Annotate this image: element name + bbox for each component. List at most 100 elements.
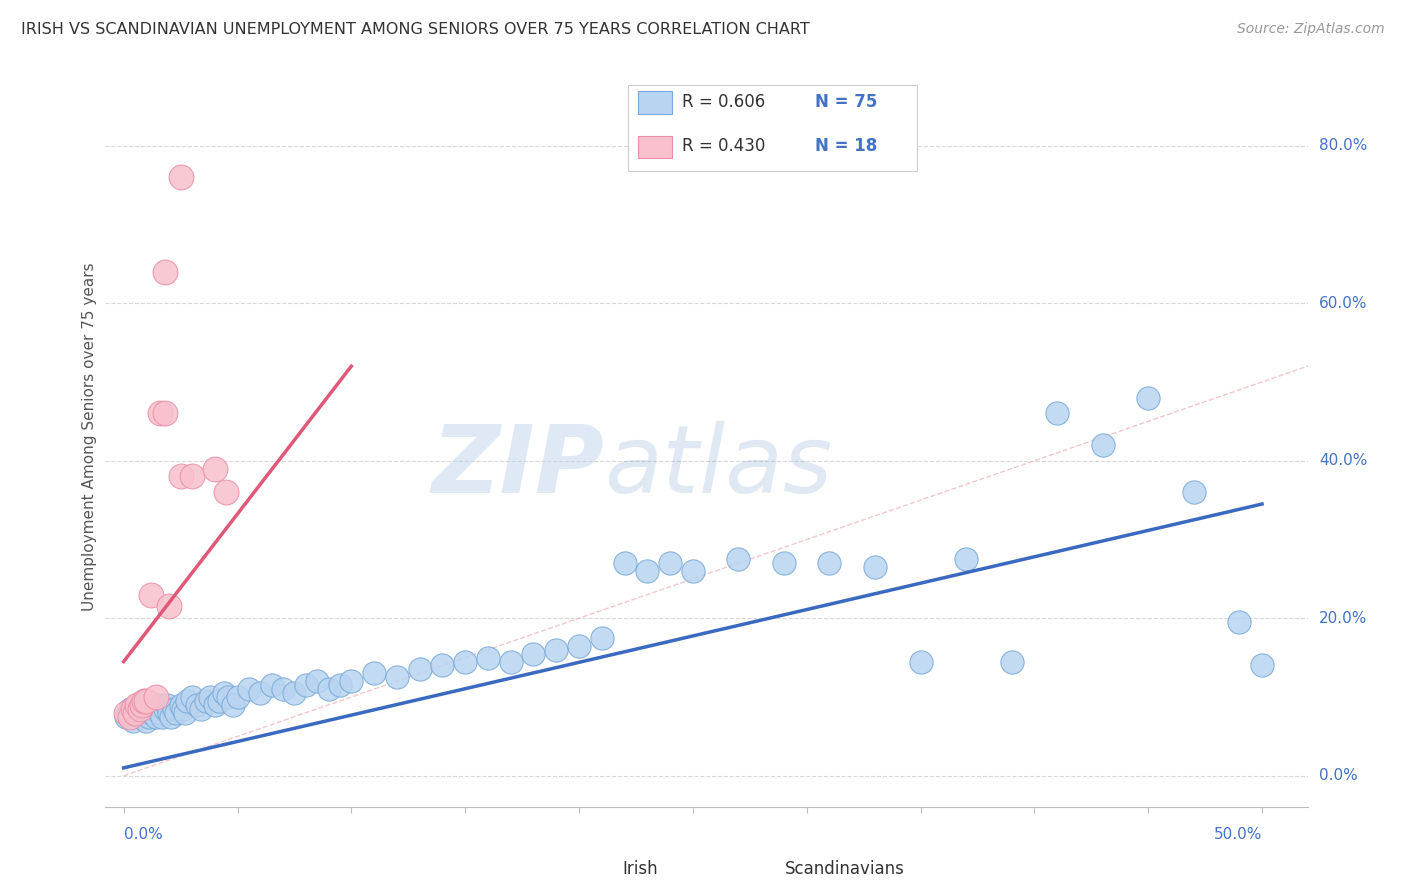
Text: Irish: Irish: [623, 860, 658, 878]
Point: [863, 560, 886, 574]
Point: [1251, 658, 1274, 673]
Point: [329, 678, 352, 692]
Point: [120, 702, 142, 716]
Text: IRISH VS SCANDINAVIAN UNEMPLOYMENT AMONG SENIORS OVER 75 YEARS CORRELATION CHART: IRISH VS SCANDINAVIAN UNEMPLOYMENT AMONG…: [21, 22, 810, 37]
Point: [145, 709, 167, 723]
Point: [157, 706, 180, 720]
Point: [283, 686, 305, 700]
Point: [363, 666, 385, 681]
Point: [190, 702, 212, 716]
Point: [212, 686, 235, 700]
Point: [139, 706, 162, 720]
Point: [194, 694, 217, 708]
Point: [134, 706, 156, 720]
Point: [128, 702, 150, 716]
Text: R = 0.430: R = 0.430: [682, 137, 766, 155]
Point: [139, 588, 162, 602]
Point: [1137, 391, 1160, 405]
Point: [226, 690, 249, 704]
Text: ZIP: ZIP: [432, 421, 605, 513]
Point: [1182, 485, 1205, 500]
Point: [215, 485, 238, 500]
Point: [134, 694, 156, 708]
Text: 80.0%: 80.0%: [1319, 138, 1368, 153]
Point: [153, 702, 176, 716]
Point: [153, 265, 176, 279]
Point: [146, 698, 169, 712]
Text: atlas: atlas: [605, 421, 832, 512]
Point: [165, 706, 187, 720]
Point: [128, 709, 150, 723]
Point: [181, 690, 204, 704]
Point: [142, 702, 165, 716]
Point: [307, 674, 329, 689]
Point: [204, 698, 226, 712]
Point: [145, 690, 167, 704]
Point: [169, 469, 191, 483]
Text: 50.0%: 50.0%: [1213, 827, 1263, 842]
Point: [120, 709, 142, 723]
Point: [385, 670, 408, 684]
Point: [636, 564, 658, 578]
Text: 0.0%: 0.0%: [124, 827, 163, 842]
Point: [222, 698, 245, 712]
Point: [153, 407, 176, 421]
Point: [454, 655, 477, 669]
Point: [1091, 438, 1114, 452]
Point: [613, 556, 636, 570]
Point: [238, 682, 260, 697]
Point: [149, 706, 172, 720]
Point: [186, 698, 208, 712]
FancyBboxPatch shape: [628, 86, 917, 170]
FancyBboxPatch shape: [581, 857, 614, 881]
Point: [955, 552, 977, 566]
FancyBboxPatch shape: [742, 857, 776, 881]
Point: [198, 690, 221, 704]
Point: [172, 702, 194, 716]
Point: [818, 556, 841, 570]
Point: [727, 552, 749, 566]
Point: [138, 709, 160, 723]
Point: [160, 709, 183, 723]
Point: [157, 599, 180, 614]
Point: [127, 698, 149, 712]
Point: [659, 556, 682, 570]
Point: [340, 674, 363, 689]
Point: [1000, 655, 1022, 669]
Point: [910, 655, 932, 669]
Point: [169, 170, 191, 185]
Point: [682, 564, 704, 578]
Point: [522, 647, 544, 661]
Point: [115, 706, 138, 720]
Point: [271, 682, 294, 697]
Point: [591, 631, 613, 645]
Text: Source: ZipAtlas.com: Source: ZipAtlas.com: [1237, 22, 1385, 37]
Point: [150, 709, 173, 723]
Point: [135, 694, 157, 708]
Point: [169, 698, 191, 712]
Text: 60.0%: 60.0%: [1319, 295, 1368, 310]
Text: N = 75: N = 75: [814, 93, 877, 111]
Text: 0.0%: 0.0%: [1319, 768, 1358, 783]
Point: [121, 714, 143, 728]
Point: [131, 698, 153, 712]
Point: [174, 706, 197, 720]
Text: R = 0.606: R = 0.606: [682, 93, 766, 111]
Text: N = 18: N = 18: [814, 137, 877, 155]
Point: [499, 655, 522, 669]
Point: [773, 556, 796, 570]
Point: [124, 706, 146, 720]
Point: [318, 682, 340, 697]
Point: [408, 662, 430, 676]
Point: [1227, 615, 1250, 630]
Point: [477, 650, 499, 665]
FancyBboxPatch shape: [638, 91, 672, 113]
Point: [294, 678, 316, 692]
Point: [546, 642, 568, 657]
Point: [131, 702, 153, 716]
Point: [568, 639, 591, 653]
Point: [163, 702, 186, 716]
Point: [204, 461, 226, 475]
Point: [115, 709, 138, 723]
Point: [156, 698, 179, 712]
